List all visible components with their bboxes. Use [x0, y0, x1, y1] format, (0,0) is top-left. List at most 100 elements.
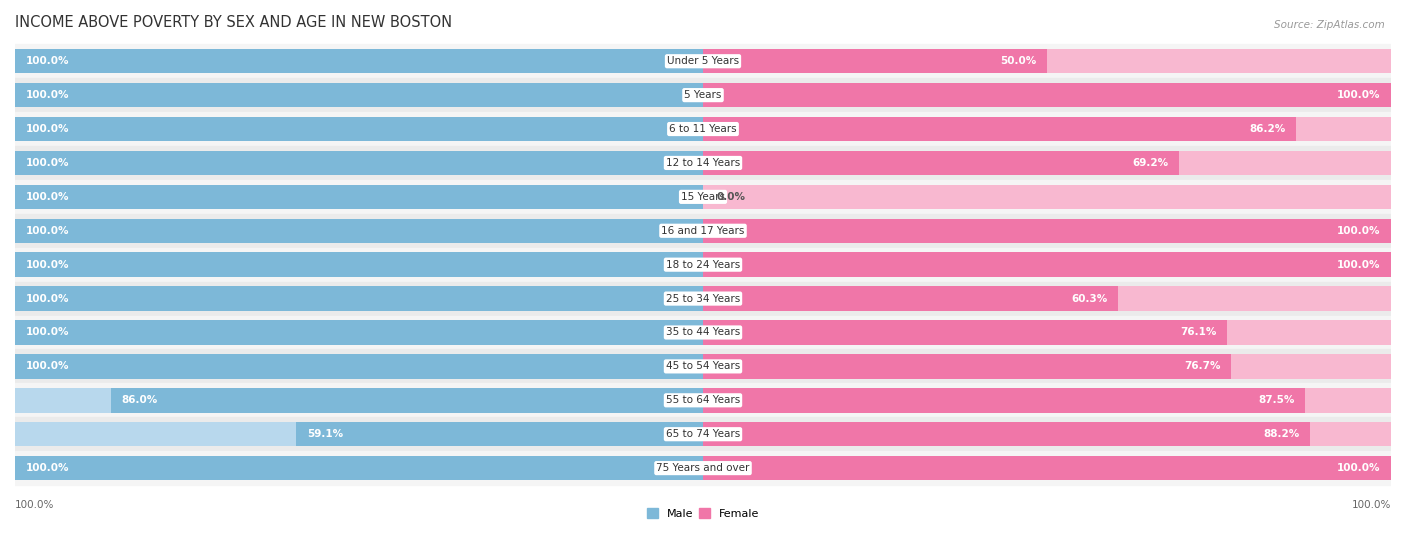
Bar: [703, 388, 1391, 413]
Bar: [703, 456, 1391, 480]
Text: 6 to 11 Years: 6 to 11 Years: [669, 124, 737, 134]
Text: 100.0%: 100.0%: [25, 56, 69, 66]
Bar: [297, 422, 703, 447]
Bar: [15, 349, 1391, 383]
Bar: [15, 282, 1391, 315]
Bar: [15, 315, 1391, 349]
Bar: [15, 219, 703, 243]
Bar: [15, 320, 703, 345]
Bar: [703, 83, 1391, 107]
Bar: [15, 354, 703, 378]
Text: 50.0%: 50.0%: [1001, 56, 1036, 66]
Bar: [703, 49, 1047, 73]
Text: 100.0%: 100.0%: [1337, 260, 1381, 269]
Text: 100.0%: 100.0%: [25, 328, 69, 338]
Bar: [15, 49, 703, 73]
Bar: [15, 422, 703, 447]
Text: 16 and 17 Years: 16 and 17 Years: [661, 226, 745, 236]
Bar: [15, 49, 703, 73]
Bar: [15, 253, 703, 277]
Bar: [703, 83, 1391, 107]
Bar: [15, 286, 703, 311]
Text: 76.1%: 76.1%: [1180, 328, 1216, 338]
Bar: [15, 451, 1391, 485]
Text: Source: ZipAtlas.com: Source: ZipAtlas.com: [1274, 20, 1385, 30]
Bar: [703, 117, 1296, 141]
Text: 88.2%: 88.2%: [1263, 429, 1299, 439]
Bar: [15, 117, 703, 141]
Text: 25 to 34 Years: 25 to 34 Years: [666, 293, 740, 304]
Bar: [703, 286, 1391, 311]
Text: 87.5%: 87.5%: [1258, 395, 1295, 405]
Bar: [15, 219, 703, 243]
Bar: [15, 214, 1391, 248]
Bar: [15, 112, 1391, 146]
Text: 100.0%: 100.0%: [25, 361, 69, 371]
Text: 0.0%: 0.0%: [717, 192, 745, 202]
Bar: [15, 117, 703, 141]
Bar: [703, 320, 1391, 345]
Text: 100.0%: 100.0%: [25, 192, 69, 202]
Bar: [15, 417, 1391, 451]
Bar: [111, 388, 703, 413]
Text: 100.0%: 100.0%: [1337, 226, 1381, 236]
Text: 12 to 14 Years: 12 to 14 Years: [666, 158, 740, 168]
Bar: [703, 456, 1391, 480]
Text: 86.0%: 86.0%: [122, 395, 157, 405]
Bar: [15, 383, 1391, 417]
Text: 55 to 64 Years: 55 to 64 Years: [666, 395, 740, 405]
Text: 75 Years and over: 75 Years and over: [657, 463, 749, 473]
Bar: [15, 388, 703, 413]
Text: 100.0%: 100.0%: [25, 90, 69, 100]
Bar: [15, 83, 703, 107]
Text: 18 to 24 Years: 18 to 24 Years: [666, 260, 740, 269]
Text: 100.0%: 100.0%: [25, 124, 69, 134]
Bar: [703, 320, 1226, 345]
Bar: [703, 151, 1180, 175]
Bar: [15, 354, 703, 378]
Bar: [15, 320, 703, 345]
Text: 100.0%: 100.0%: [1337, 463, 1381, 473]
Bar: [15, 456, 703, 480]
Bar: [15, 180, 1391, 214]
Bar: [703, 219, 1391, 243]
Bar: [15, 44, 1391, 78]
Legend: Male, Female: Male, Female: [643, 504, 763, 523]
Text: INCOME ABOVE POVERTY BY SEX AND AGE IN NEW BOSTON: INCOME ABOVE POVERTY BY SEX AND AGE IN N…: [15, 15, 453, 30]
Bar: [15, 151, 703, 175]
Bar: [703, 422, 1391, 447]
Text: 100.0%: 100.0%: [15, 500, 55, 510]
Text: 5 Years: 5 Years: [685, 90, 721, 100]
Text: Under 5 Years: Under 5 Years: [666, 56, 740, 66]
Text: 100.0%: 100.0%: [1351, 500, 1391, 510]
Text: 100.0%: 100.0%: [25, 293, 69, 304]
Bar: [15, 286, 703, 311]
Text: 59.1%: 59.1%: [307, 429, 343, 439]
Text: 76.7%: 76.7%: [1184, 361, 1220, 371]
Bar: [703, 253, 1391, 277]
Text: 65 to 74 Years: 65 to 74 Years: [666, 429, 740, 439]
Bar: [15, 456, 703, 480]
Text: 100.0%: 100.0%: [25, 260, 69, 269]
Bar: [15, 184, 703, 209]
Bar: [15, 253, 703, 277]
Bar: [703, 253, 1391, 277]
Text: 100.0%: 100.0%: [1337, 90, 1381, 100]
Bar: [703, 219, 1391, 243]
Bar: [15, 184, 703, 209]
Text: 35 to 44 Years: 35 to 44 Years: [666, 328, 740, 338]
Text: 69.2%: 69.2%: [1133, 158, 1168, 168]
Text: 45 to 54 Years: 45 to 54 Years: [666, 361, 740, 371]
Text: 100.0%: 100.0%: [25, 158, 69, 168]
Text: 86.2%: 86.2%: [1250, 124, 1285, 134]
Bar: [703, 354, 1391, 378]
Text: 100.0%: 100.0%: [25, 226, 69, 236]
Bar: [15, 83, 703, 107]
Text: 15 Years: 15 Years: [681, 192, 725, 202]
Text: 60.3%: 60.3%: [1071, 293, 1108, 304]
Bar: [703, 151, 1391, 175]
Bar: [15, 248, 1391, 282]
Bar: [703, 354, 1230, 378]
Bar: [703, 388, 1305, 413]
Bar: [15, 146, 1391, 180]
